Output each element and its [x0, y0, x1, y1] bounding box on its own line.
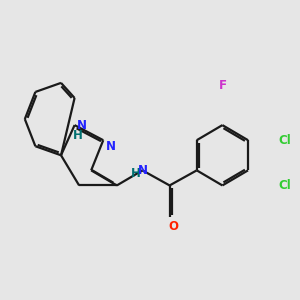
Text: N: N — [137, 164, 148, 177]
Text: N: N — [106, 140, 116, 153]
Text: F: F — [218, 79, 226, 92]
Text: N: N — [77, 118, 87, 132]
Text: O: O — [168, 220, 178, 233]
Text: Cl: Cl — [279, 179, 292, 192]
Text: Cl: Cl — [279, 134, 292, 147]
Text: H: H — [73, 129, 82, 142]
Text: H: H — [131, 167, 141, 180]
